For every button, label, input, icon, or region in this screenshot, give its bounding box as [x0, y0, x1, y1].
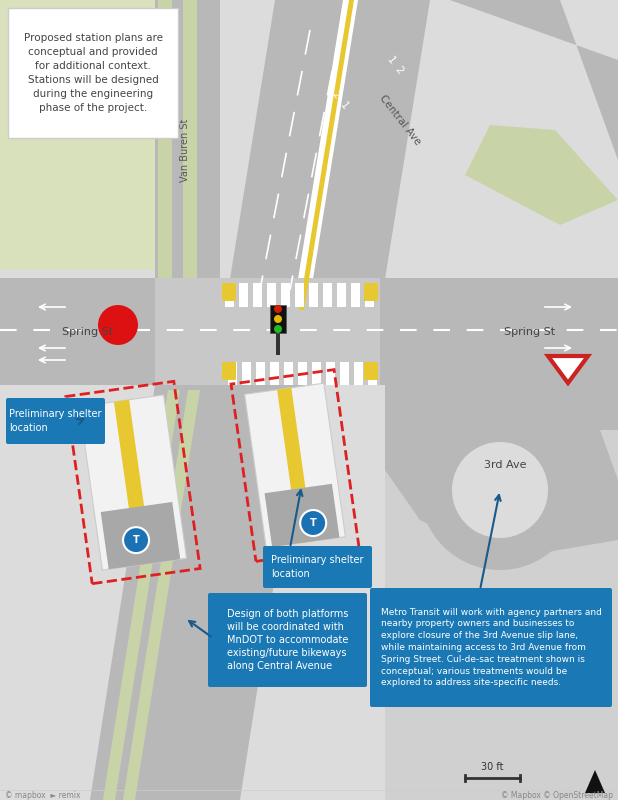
Polygon shape [103, 390, 180, 800]
Text: 1  2: 1 2 [385, 54, 405, 76]
Polygon shape [222, 362, 236, 380]
Text: © mapbox  ► remix: © mapbox ► remix [5, 791, 80, 800]
Text: Spring St: Spring St [62, 327, 114, 337]
Circle shape [274, 305, 282, 313]
Polygon shape [245, 383, 345, 548]
Polygon shape [225, 0, 430, 310]
Polygon shape [354, 362, 363, 385]
Polygon shape [368, 362, 377, 385]
Polygon shape [123, 390, 200, 800]
Circle shape [98, 305, 138, 345]
Polygon shape [90, 385, 305, 800]
Polygon shape [228, 362, 237, 385]
Polygon shape [256, 362, 265, 385]
FancyBboxPatch shape [6, 398, 105, 444]
Polygon shape [270, 362, 279, 385]
Polygon shape [277, 388, 313, 543]
Text: Metro Transit will work with agency partners and
nearby property owners and busi: Metro Transit will work with agency part… [381, 608, 601, 687]
Polygon shape [323, 283, 332, 307]
Bar [276, 305, 280, 355]
Polygon shape [380, 0, 618, 278]
Text: © Mapbox © OpenStreetMap: © Mapbox © OpenStreetMap [501, 791, 613, 800]
Polygon shape [183, 0, 197, 305]
Polygon shape [385, 340, 618, 430]
Polygon shape [298, 362, 307, 385]
Polygon shape [295, 283, 304, 307]
Polygon shape [222, 283, 236, 301]
Circle shape [452, 442, 548, 538]
Circle shape [123, 527, 149, 553]
Circle shape [420, 410, 580, 570]
Polygon shape [284, 362, 293, 385]
Polygon shape [337, 283, 346, 307]
Circle shape [274, 325, 282, 333]
Polygon shape [0, 0, 155, 270]
Text: Van Buren St: Van Buren St [180, 118, 190, 182]
Polygon shape [155, 278, 380, 385]
Polygon shape [364, 283, 378, 301]
Text: Spring St: Spring St [504, 327, 556, 337]
Polygon shape [385, 385, 618, 560]
Text: Proposed station plans are
conceptual and provided
for additional context.
Stati: Proposed station plans are conceptual an… [23, 33, 163, 113]
Polygon shape [312, 362, 321, 385]
Text: T: T [133, 535, 140, 545]
Polygon shape [364, 362, 378, 380]
Polygon shape [225, 283, 234, 307]
Polygon shape [293, 0, 358, 310]
Text: 30 ft: 30 ft [481, 762, 503, 772]
Text: Preliminary shelter
location: Preliminary shelter location [271, 555, 364, 578]
Polygon shape [101, 502, 180, 570]
FancyBboxPatch shape [370, 588, 612, 707]
Polygon shape [340, 362, 349, 385]
Polygon shape [450, 0, 618, 160]
Text: Design of both platforms
will be coordinated with
MnDOT to accommodate
existing/: Design of both platforms will be coordin… [227, 609, 348, 671]
Polygon shape [465, 125, 618, 225]
Circle shape [300, 510, 326, 536]
FancyBboxPatch shape [208, 593, 367, 687]
Bar [270, 305, 286, 333]
Polygon shape [548, 356, 588, 383]
Polygon shape [365, 283, 374, 307]
Polygon shape [281, 283, 290, 307]
Text: 2  1: 2 1 [330, 89, 350, 111]
Polygon shape [239, 283, 248, 307]
FancyBboxPatch shape [8, 8, 178, 138]
Polygon shape [585, 770, 605, 793]
Polygon shape [309, 283, 318, 307]
Polygon shape [114, 400, 152, 566]
Polygon shape [385, 278, 618, 800]
Polygon shape [253, 283, 262, 307]
Text: Preliminary shelter
location: Preliminary shelter location [9, 410, 102, 433]
Polygon shape [326, 362, 335, 385]
Circle shape [274, 315, 282, 323]
Polygon shape [155, 0, 220, 305]
Polygon shape [158, 0, 172, 305]
Polygon shape [267, 283, 276, 307]
FancyBboxPatch shape [263, 546, 372, 588]
Text: Central Ave: Central Ave [378, 93, 423, 147]
Text: T: T [310, 518, 316, 528]
Text: 3rd Ave: 3rd Ave [484, 460, 527, 470]
Polygon shape [242, 362, 251, 385]
Polygon shape [80, 395, 187, 570]
Polygon shape [0, 278, 618, 385]
Polygon shape [265, 484, 339, 547]
Polygon shape [351, 283, 360, 307]
Polygon shape [299, 0, 354, 310]
